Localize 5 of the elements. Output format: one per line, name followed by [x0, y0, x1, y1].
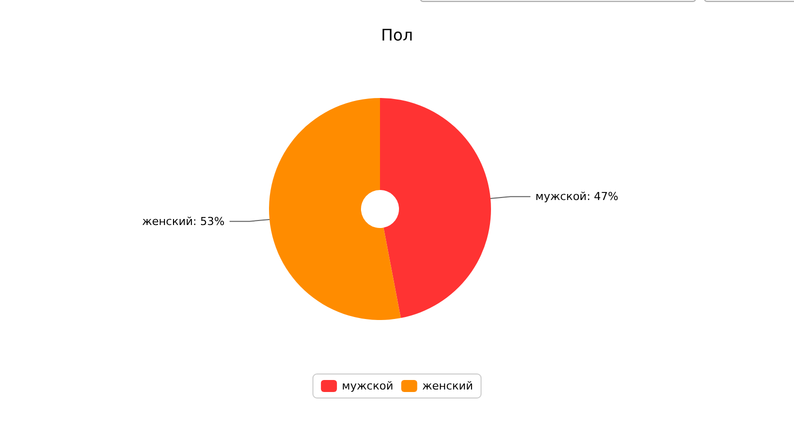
legend-label: мужской: [342, 380, 394, 392]
data-label: женский: 53%: [142, 214, 225, 228]
legend-label: женский: [422, 380, 474, 392]
chart-title: Пол: [380, 26, 414, 44]
data-label: мужской: 47%: [535, 190, 618, 204]
